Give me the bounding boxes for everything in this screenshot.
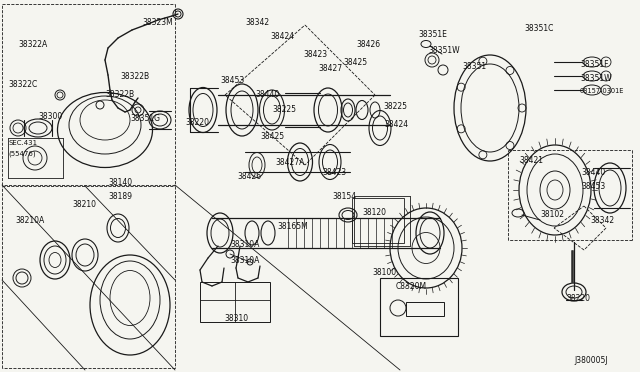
Text: 38310A: 38310A	[230, 256, 259, 265]
Text: 38342: 38342	[590, 216, 614, 225]
Text: 38323M: 38323M	[142, 18, 173, 27]
Text: 38165M: 38165M	[277, 222, 308, 231]
Text: 38322B: 38322B	[120, 72, 149, 81]
Text: 38351W: 38351W	[580, 74, 612, 83]
Text: 38351W: 38351W	[428, 46, 460, 55]
Text: 38140: 38140	[108, 178, 132, 187]
Text: 38453: 38453	[581, 182, 605, 191]
Text: 38423: 38423	[322, 168, 346, 177]
Text: SEC.431: SEC.431	[8, 140, 37, 146]
Text: (55476): (55476)	[8, 150, 36, 157]
Text: 38210A: 38210A	[15, 216, 44, 225]
Bar	[352, 198, 404, 243]
Text: 38427: 38427	[318, 64, 342, 73]
Text: 38310A: 38310A	[230, 240, 259, 249]
Text: J380005J: J380005J	[574, 356, 607, 365]
Bar	[380, 278, 458, 336]
Text: 38300: 38300	[38, 112, 62, 121]
Text: 38322A: 38322A	[18, 40, 47, 49]
Text: 38225: 38225	[383, 102, 407, 111]
Text: 08157-0301E: 08157-0301E	[580, 88, 625, 94]
Text: 38427A: 38427A	[275, 158, 305, 167]
Text: 38440: 38440	[255, 90, 279, 99]
Text: 38351F: 38351F	[580, 60, 609, 69]
Bar	[406, 302, 444, 316]
Text: C8320M: C8320M	[396, 282, 427, 291]
Text: 38351: 38351	[462, 62, 486, 71]
Text: 38342: 38342	[245, 18, 269, 27]
Bar	[200, 282, 270, 322]
Text: 38100: 38100	[372, 268, 396, 277]
Text: 38421: 38421	[519, 156, 543, 165]
Text: 38102: 38102	[540, 210, 564, 219]
Text: 38453: 38453	[220, 76, 244, 85]
Text: 38154: 38154	[332, 192, 356, 201]
Text: 38120: 38120	[362, 208, 386, 217]
Text: 38440: 38440	[581, 168, 605, 177]
Text: 38351C: 38351C	[524, 24, 554, 33]
Text: 38310: 38310	[224, 314, 248, 323]
Text: 38322C: 38322C	[8, 80, 37, 89]
Text: 38424: 38424	[270, 32, 294, 41]
Text: 38189: 38189	[108, 192, 132, 201]
Text: 38424: 38424	[384, 120, 408, 129]
Text: 38210: 38210	[72, 200, 96, 209]
Text: 38220: 38220	[566, 294, 590, 303]
Text: 38322B: 38322B	[105, 90, 134, 99]
Text: 38425: 38425	[343, 58, 367, 67]
Text: 38351G: 38351G	[130, 114, 160, 123]
Text: 38225: 38225	[272, 105, 296, 114]
Text: 38425: 38425	[260, 132, 284, 141]
Text: 38220: 38220	[185, 118, 209, 127]
Text: 38426: 38426	[237, 172, 261, 181]
Text: 38351E: 38351E	[418, 30, 447, 39]
Text: 38426: 38426	[356, 40, 380, 49]
Text: 38423: 38423	[303, 50, 327, 59]
